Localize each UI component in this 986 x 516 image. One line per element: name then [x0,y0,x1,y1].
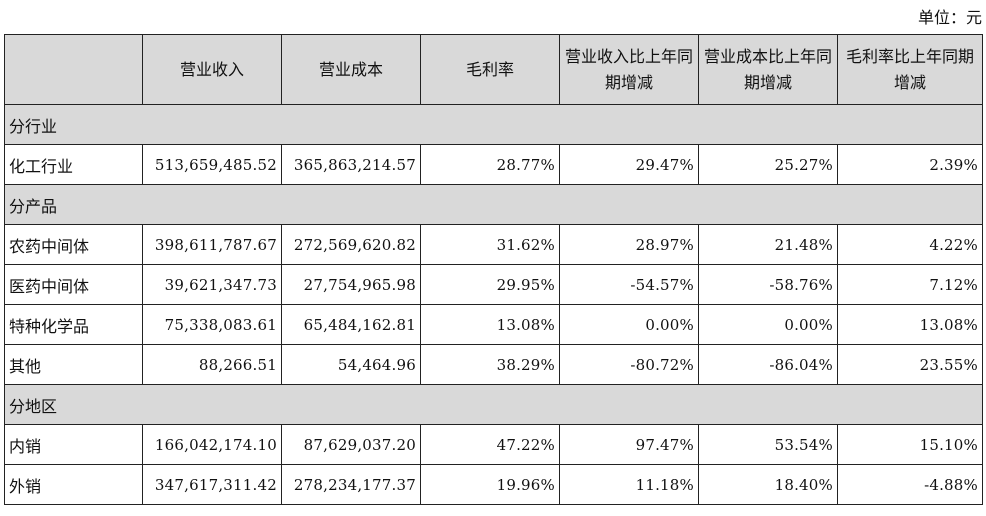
row-label: 特种化学品 [4,304,143,345]
table-row: 医药中间体 39,621,347.73 27,754,965.98 29.95% -54… [4,264,983,305]
table-header-row: 营业收入 营业成本 毛利率 营业收入比上年同期增减 营业成本比上年同期增减 毛利… [4,34,983,105]
row-label: 内销 [4,424,143,465]
table-cell: 15.10% [837,424,983,465]
table-cell: 0.00% [698,304,838,345]
table-cell: 21.48% [698,224,838,265]
table-cell: -54.57% [559,264,699,305]
table-cell: -4.88% [837,464,983,505]
header-cell: 营业收入比上年同期增减 [559,34,699,105]
header-cell: 营业成本 [281,34,421,105]
section-title: 分地区 [4,384,983,425]
section-row: 分地区 [4,384,983,425]
table-cell: 29.47% [559,144,699,185]
table-cell: 13.08% [420,304,560,345]
section-row: 分行业 [4,104,983,145]
row-label: 农药中间体 [4,224,143,265]
unit-label: 单位：元 [917,8,982,27]
table-cell: 65,484,162.81 [281,304,421,345]
table-cell: 47.22% [420,424,560,465]
table-cell: 28.97% [559,224,699,265]
table-cell: 87,629,037.20 [281,424,421,465]
table-cell: 23.55% [837,344,983,385]
table-row: 农药中间体 398,611,787.67 272,569,620.82 31.62% 2… [4,224,983,265]
section-title: 分产品 [4,184,983,225]
table-cell: 272,569,620.82 [281,224,421,265]
table-cell: 25.27% [698,144,838,185]
table-cell: 75,338,083.61 [142,304,282,345]
row-label: 医药中间体 [4,264,143,305]
table-cell: 2.39% [837,144,983,185]
table-cell: 27,754,965.98 [281,264,421,305]
table-cell: 38.29% [420,344,560,385]
table-cell: 54,464.96 [281,344,421,385]
table-cell: 28.77% [420,144,560,185]
table-cell: 29.95% [420,264,560,305]
table-row: 特种化学品 75,338,083.61 65,484,162.81 13.08% 0.0… [4,304,983,345]
table-cell: 0.00% [559,304,699,345]
table-cell: 398,611,787.67 [142,224,282,265]
table-row: 内销 166,042,174.10 87,629,037.20 47.22% 97.47… [4,424,983,465]
table-cell: 18.40% [698,464,838,505]
section-title: 分行业 [4,104,983,145]
table-cell: 88,266.51 [142,344,282,385]
table-cell: 4.22% [837,224,983,265]
header-cell: 毛利率比上年同期增减 [837,34,983,105]
table-row: 其他 88,266.51 54,464.96 38.29% -80.72% -86.04%… [4,344,983,385]
table-cell: -80.72% [559,344,699,385]
table-cell: 11.18% [559,464,699,505]
row-label: 其他 [4,344,143,385]
table-cell: 347,617,311.42 [142,464,282,505]
table-cell: 97.47% [559,424,699,465]
row-label: 外销 [4,464,143,505]
revenue-table: 营业收入 营业成本 毛利率 营业收入比上年同期增减 营业成本比上年同期增减 毛利… [4,34,983,505]
table-cell: 13.08% [837,304,983,345]
table-body: 分行业 化工行业 513,659,485.52 365,863,214.57 28.77… [4,104,983,505]
header-cell: 毛利率 [420,34,560,105]
table-cell: 39,621,347.73 [142,264,282,305]
table-row: 化工行业 513,659,485.52 365,863,214.57 28.77% 29… [4,144,983,185]
table-cell: 278,234,177.37 [281,464,421,505]
table-cell: 53.54% [698,424,838,465]
header-cell: 营业收入 [142,34,282,105]
table-row: 外销 347,617,311.42 278,234,177.37 19.96% 11.1… [4,464,983,505]
table-cell: 166,042,174.10 [142,424,282,465]
section-row: 分产品 [4,184,983,225]
header-cell: 营业成本比上年同期增减 [698,34,838,105]
table-cell: -58.76% [698,264,838,305]
table-cell: 513,659,485.52 [142,144,282,185]
table-cell: 7.12% [837,264,983,305]
table-cell: 365,863,214.57 [281,144,421,185]
table-cell: 19.96% [420,464,560,505]
table-cell: 31.62% [420,224,560,265]
header-cell [4,34,143,105]
table-cell: -86.04% [698,344,838,385]
row-label: 化工行业 [4,144,143,185]
